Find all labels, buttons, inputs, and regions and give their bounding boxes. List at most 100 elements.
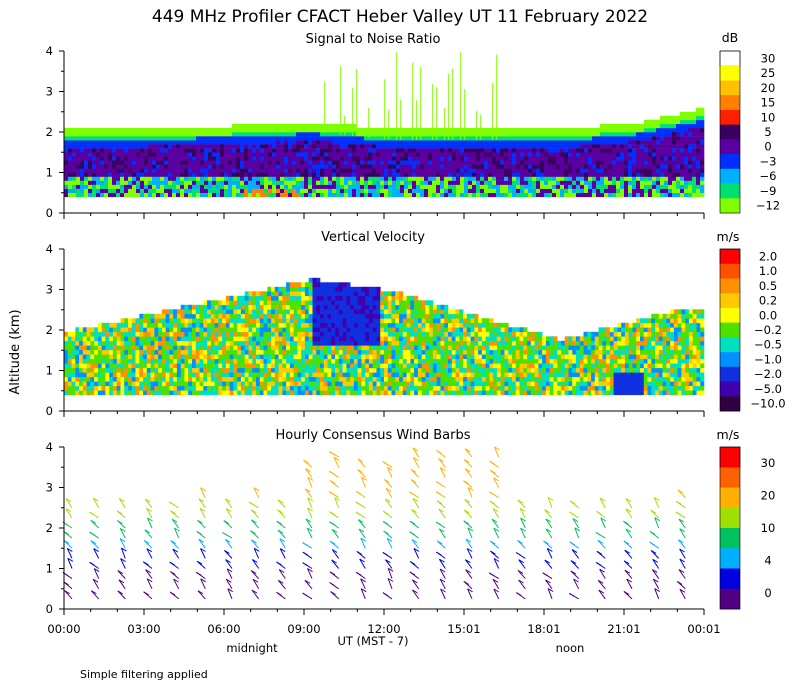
velocity-cell [297, 304, 302, 310]
velocity-cell [380, 313, 385, 319]
velocity-cell [297, 322, 302, 328]
snr-cell [224, 128, 229, 133]
velocity-cell [293, 354, 298, 360]
velocity-cell [139, 363, 144, 369]
snr-cell [564, 144, 569, 149]
snr-cell [528, 136, 533, 141]
velocity-cell [180, 322, 185, 328]
velocity-cell [316, 340, 321, 346]
velocity-cell [357, 331, 362, 337]
velocity-cell [391, 304, 396, 310]
snr-cell [468, 172, 473, 177]
velocity-cell [304, 291, 309, 297]
snr-cell [400, 148, 405, 153]
snr-cell [400, 160, 405, 165]
snr-cell [352, 192, 357, 198]
snr-cell [304, 192, 309, 198]
snr-cell [556, 172, 561, 177]
snr-cell [344, 164, 349, 169]
snr-cell [268, 188, 273, 193]
velocity-cell [124, 376, 129, 382]
velocity-cell [402, 327, 407, 333]
snr-cell [236, 184, 241, 189]
snr-cell [304, 180, 309, 185]
snr-cell [396, 188, 401, 193]
velocity-cell [312, 390, 317, 396]
velocity-cell [357, 300, 362, 306]
velocity-cell [338, 309, 343, 315]
velocity-cell [350, 372, 355, 378]
velocity-cell [128, 376, 133, 382]
snr-cell [236, 140, 241, 145]
velocity-cell [203, 349, 208, 355]
snr-cell [104, 164, 109, 169]
velocity-cell [165, 318, 170, 324]
snr-cell [232, 188, 237, 193]
velocity-cell [180, 327, 185, 333]
velocity-cell [323, 390, 328, 396]
velocity-cell [263, 313, 268, 319]
velocity-cell [248, 291, 253, 297]
snr-cell [436, 180, 441, 185]
snr-cell [432, 144, 437, 149]
snr-cell [660, 123, 665, 129]
velocity-cell [342, 286, 347, 292]
snr-cell [464, 176, 469, 181]
snr-cell [64, 156, 69, 161]
snr-cell [668, 184, 673, 189]
velocity-cell [282, 340, 287, 346]
snr-cell [476, 160, 481, 165]
velocity-cell [380, 340, 385, 346]
snr-cell [96, 140, 101, 145]
velocity-cell [365, 363, 370, 369]
velocity-cell [406, 372, 411, 378]
snr-cell [244, 144, 249, 149]
snr-cell [252, 152, 257, 157]
snr-cell [564, 132, 569, 137]
snr-cell [580, 168, 585, 173]
snr-cell [436, 152, 441, 157]
snr-cell [428, 136, 433, 141]
snr-cell [160, 176, 165, 181]
velocity-cell [421, 300, 426, 306]
snr-cell [284, 180, 289, 185]
velocity-cell [112, 340, 117, 346]
snr-cell [368, 160, 373, 165]
snr-cell [336, 123, 341, 129]
velocity-cell [421, 345, 426, 351]
snr-cell [224, 172, 229, 177]
snr-cell [356, 164, 361, 169]
velocity-cell [376, 372, 381, 378]
velocity-cell [64, 381, 69, 387]
snr-cell [660, 192, 665, 198]
velocity-cell [271, 309, 276, 315]
snr-cell [356, 180, 361, 185]
snr-cell [148, 148, 153, 153]
snr-cell [684, 188, 689, 193]
snr-cell [256, 184, 261, 189]
velocity-cell [304, 349, 309, 355]
snr-cell [344, 176, 349, 181]
snr-cell [440, 172, 445, 177]
snr-cell [108, 176, 113, 181]
velocity-cell [301, 304, 306, 310]
snr-cell [448, 136, 453, 141]
snr-cell [472, 168, 477, 173]
snr-cell [84, 168, 89, 173]
velocity-cell [429, 363, 434, 369]
snr-cell [552, 180, 557, 185]
snr-cell [460, 128, 465, 133]
snr-cell [536, 152, 541, 157]
unit-winds: m/s [717, 427, 740, 442]
velocity-cell [293, 381, 298, 387]
velocity-cell [252, 390, 257, 396]
velocity-cell [192, 349, 197, 355]
velocity-cell [263, 358, 268, 364]
snr-cell [652, 128, 657, 133]
footnote: Simple filtering applied [80, 668, 208, 681]
snr-cell [588, 160, 593, 165]
velocity-cell [414, 363, 419, 369]
velocity-cell [440, 385, 445, 391]
velocity-cell [101, 376, 106, 382]
snr-cell [272, 140, 277, 145]
